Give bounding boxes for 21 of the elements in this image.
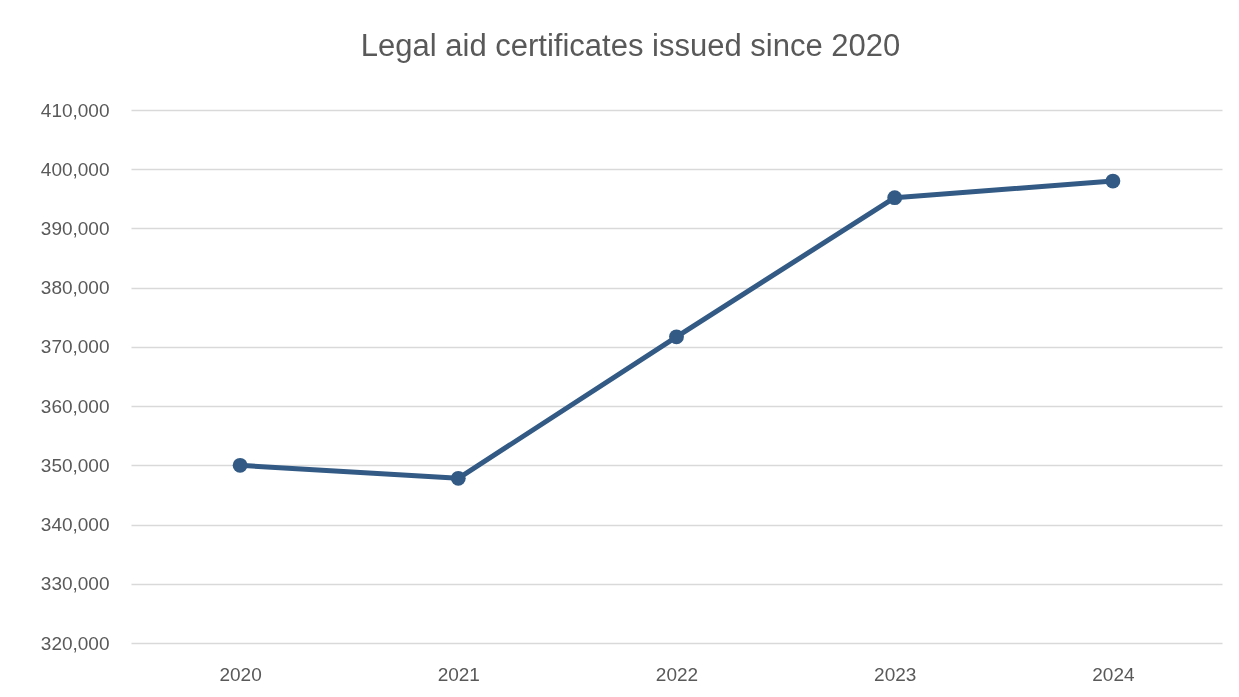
y-tick-label: 370,000: [40, 336, 110, 358]
point: [669, 329, 684, 345]
x-tick-label: 2022: [655, 663, 699, 685]
y-tick-label: 380,000: [40, 277, 110, 299]
x-tick-label: 2020: [219, 663, 262, 685]
y-tick-label: 390,000: [40, 217, 110, 239]
y-tick-label: 410,000: [40, 99, 110, 121]
chart-title: Legal aid certificates issued since 2020: [360, 28, 901, 63]
point: [887, 190, 903, 206]
x-tick-label: 2023: [874, 663, 917, 685]
y-tick-label: 320,000: [40, 632, 110, 654]
point: [1105, 173, 1121, 189]
point: [450, 470, 466, 486]
y-tick-label: 400,000: [40, 158, 110, 180]
y-tick-label: 360,000: [40, 395, 110, 417]
y-tick-label: 340,000: [40, 514, 110, 536]
x-tick-label: 2024: [1092, 663, 1135, 685]
y-tick-label: 330,000: [40, 573, 110, 595]
y-tick-label: 350,000: [40, 454, 110, 476]
x-tick-label: 2021: [437, 663, 480, 685]
point: [232, 457, 248, 473]
